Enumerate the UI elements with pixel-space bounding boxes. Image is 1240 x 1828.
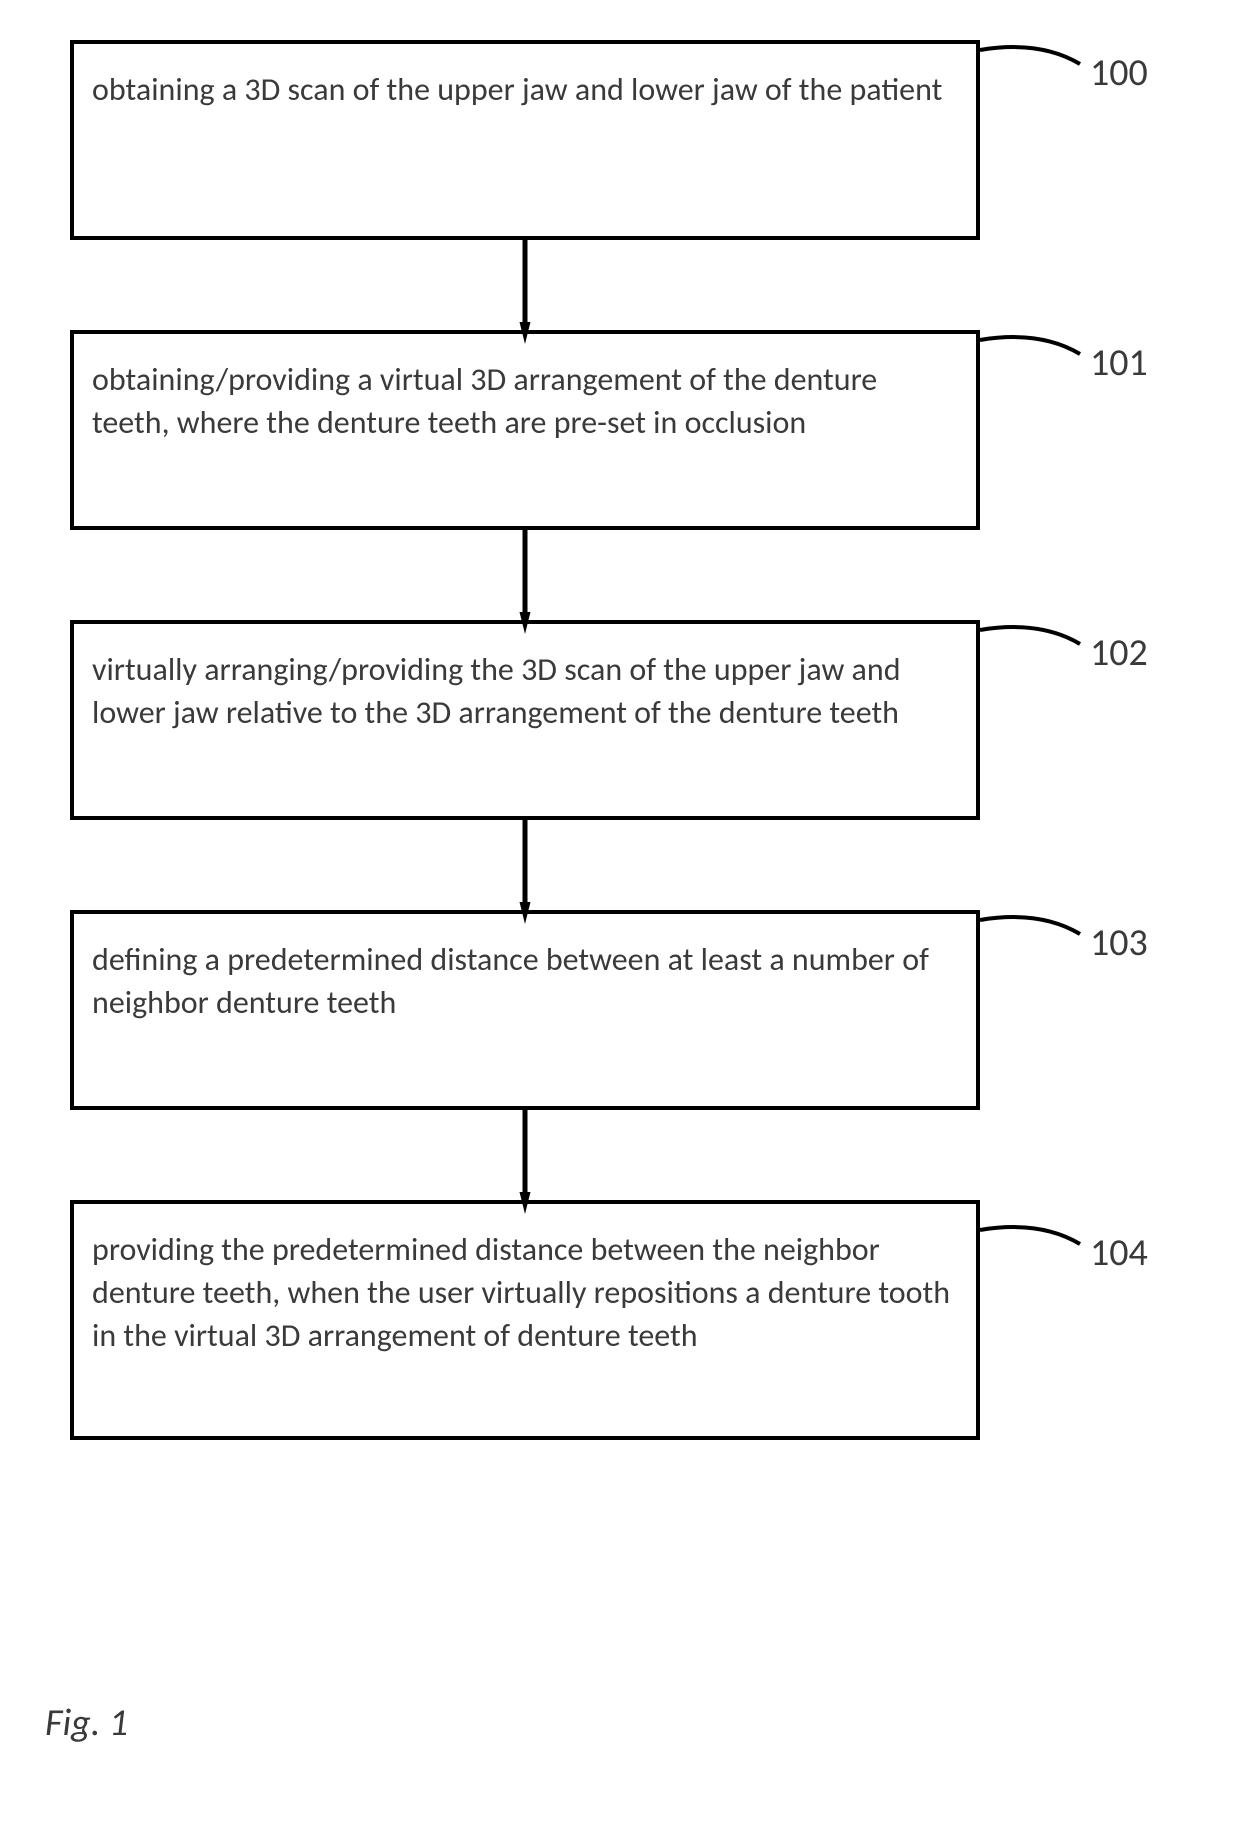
- flowchart-step-text: providing the predetermined distance bet…: [92, 1228, 958, 1358]
- ref-label-104: 104: [1090, 1230, 1148, 1276]
- flowchart-step-100: obtaining a 3D scan of the upper jaw and…: [70, 40, 980, 240]
- figure-caption: Fig. 1: [45, 1700, 128, 1746]
- flowchart-step-text: obtaining/providing a virtual 3D arrange…: [92, 358, 958, 444]
- flowchart-step-102: virtually arranging/providing the 3D sca…: [70, 620, 980, 820]
- ref-label-101: 101: [1090, 340, 1148, 386]
- flowchart-step-104: providing the predetermined distance bet…: [70, 1200, 980, 1440]
- ref-label-103: 103: [1090, 920, 1148, 966]
- ref-label-102: 102: [1090, 630, 1148, 676]
- flowchart-step-101: obtaining/providing a virtual 3D arrange…: [70, 330, 980, 530]
- flowchart-step-text: virtually arranging/providing the 3D sca…: [92, 648, 958, 734]
- flowchart-step-103: defining a predetermined distance betwee…: [70, 910, 980, 1110]
- flowchart-step-text: obtaining a 3D scan of the upper jaw and…: [92, 68, 942, 111]
- flowchart-canvas: obtaining a 3D scan of the upper jaw and…: [0, 0, 1240, 1828]
- flowchart-step-text: defining a predetermined distance betwee…: [92, 938, 958, 1024]
- ref-label-100: 100: [1090, 50, 1148, 96]
